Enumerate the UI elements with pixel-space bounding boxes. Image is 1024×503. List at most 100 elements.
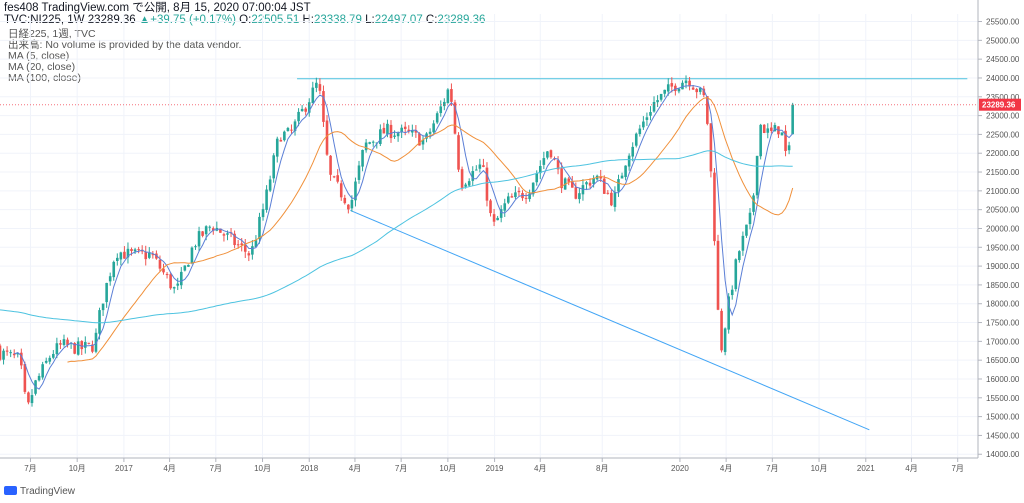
candle-body [489,200,492,214]
last-price-tag: 23289.36 [979,98,1021,111]
symbol-label[interactable]: TVC:NI225, 1W [4,14,85,26]
candle-body [617,179,620,192]
candle [59,339,62,350]
candle [222,232,226,242]
candle [496,215,499,221]
candle-body [347,204,350,210]
candle [514,186,517,200]
candle [98,307,101,340]
candle-body [716,240,720,310]
candle-body [240,243,244,246]
candle-body [48,357,52,362]
candle-body [560,168,563,189]
candle [76,337,80,356]
candle-body [695,89,698,93]
candle [478,158,482,173]
legend-ma5[interactable]: MA (5, close) [8,50,70,62]
candle [265,185,268,213]
candle-body [315,82,318,88]
candle-body [755,155,759,196]
candle-body [251,246,254,255]
y-tick-label: 22000.00 [986,149,1020,158]
ma-line-ma5 [14,85,794,390]
y-tick-label: 23000.00 [986,112,1020,121]
candle [734,258,738,292]
price-axis[interactable]: 14000.00 14500.00 15000.00 15500.00 16000.00… [977,0,1021,459]
candle [709,123,713,178]
x-tick-label: 4月 [163,464,175,473]
candle-body [101,303,105,311]
candle [261,203,265,221]
legend-ma20[interactable]: MA (20, close) [8,61,76,73]
candle-body [638,128,642,134]
candle [183,265,187,272]
candle-body [578,193,581,200]
x-tick-label: 2021 [857,464,875,473]
candle [272,153,275,183]
close-label: C: [425,14,438,26]
candle-body [606,192,610,194]
candle-body [307,102,311,113]
publish-line: fes408 TradingView.com で公開, 8月 15, 2020 … [4,2,311,14]
time-axis[interactable]: 7月 10月 2017 4月 7月 10月 2018 4月 7月 10月 2019 4月 8月 2020 4… [0,457,978,473]
candle [9,349,12,358]
candle [759,123,762,160]
candle [642,116,645,130]
candle [123,246,126,259]
high-label: H: [302,14,314,26]
x-tick-label: 2018 [300,464,318,473]
candle [620,172,624,179]
y-tick-label: 18500.00 [986,281,1020,290]
y-tick-label: 17500.00 [986,319,1020,328]
candle [453,99,457,135]
candle [201,230,204,238]
candle [66,337,69,348]
candle [435,111,439,125]
candle-body [642,121,645,128]
candle [649,106,652,121]
candle [549,149,553,159]
candle-body [688,80,691,87]
candle-body [279,139,283,142]
candle-body [684,80,688,84]
candle [268,175,272,193]
candle [119,251,123,266]
y-tick-label: 25000.00 [986,36,1020,45]
candle [300,105,304,112]
candle [748,208,752,230]
candle [94,328,98,354]
candle [290,124,293,134]
candle-body [784,130,787,152]
candle-body [204,226,208,235]
candle [20,348,23,370]
candle-body [201,231,204,236]
candle-body [268,179,272,191]
candle-body [318,84,322,91]
candle-body [261,209,265,218]
candle [361,149,364,172]
candle [236,240,240,249]
candle [112,260,116,281]
candle [357,160,361,184]
candle-body [663,89,666,94]
candle-body [670,83,674,87]
candle-body [211,228,215,231]
x-tick-label: 2019 [486,464,504,473]
candle [130,247,133,256]
candle [297,108,300,127]
candle-body [652,101,656,112]
series-title[interactable]: 日経225, 1週, TVC [8,28,96,40]
candle-body [197,231,201,247]
y-tick-label: 25500.00 [986,18,1020,27]
candle [41,361,44,380]
candle [485,162,489,207]
candle-body [379,129,382,144]
candle-body [535,173,539,183]
candle-body [73,343,76,354]
candle [471,166,475,186]
candle-body [187,264,190,267]
candle-body [464,184,467,187]
footer: TradingView [4,486,75,497]
candle-body [517,190,521,193]
